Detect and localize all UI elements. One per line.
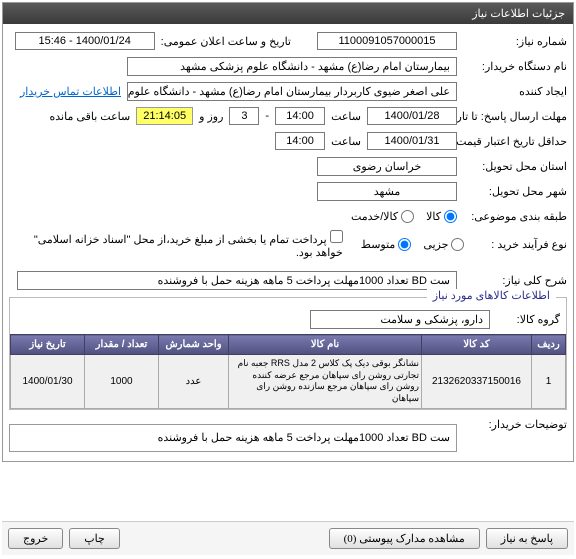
label-creator: ایجاد کننده <box>457 85 567 98</box>
field-price-time: 14:00 <box>275 132 325 150</box>
label-buyer-org: نام دستگاه خریدار: <box>457 60 567 73</box>
label-city: شهر محل تحویل: <box>457 185 567 198</box>
label-state: استان محل تحویل: <box>457 160 567 173</box>
radio-mid[interactable] <box>398 238 411 251</box>
attachments-button[interactable]: مشاهده مدارک پیوستی (0) <box>329 528 480 549</box>
th-row: ردیف <box>532 335 566 355</box>
radio-goods[interactable] <box>444 210 457 223</box>
field-days-left: 3 <box>229 107 259 125</box>
link-buyer-contact[interactable]: اطلاعات تماس خریدار <box>20 85 121 98</box>
row-price-validity: حداقل تاریخ اعتبار قیمت : تا تاریخ: 1400… <box>9 130 567 152</box>
field-creator: علی اصغر ضیوی کاربردار بیمارستان امام رض… <box>127 82 457 101</box>
proc-radio-group: جزیی متوسط <box>361 238 465 251</box>
items-table-wrap: ردیف کد کالا نام کالا واحد شمارش تعداد /… <box>10 334 566 409</box>
radio-small-label[interactable]: جزیی <box>423 238 464 251</box>
radio-mid-label[interactable]: متوسط <box>361 238 412 251</box>
row-proc-type: نوع فرآیند خرید : جزیی متوسط پرداخت تمام… <box>9 230 567 259</box>
field-buyer-org: بیمارستان امام رضا(ع) مشهد - دانشگاه علو… <box>127 57 457 76</box>
row-creator: ایجاد کننده علی اصغر ضیوی کاربردار بیمار… <box>9 80 567 102</box>
panel-body: شماره نیاز: 1100091057000015 تاریخ و ساع… <box>3 24 573 461</box>
row-goods-group: گروه کالا: دارو، پزشکی و سلامت <box>10 308 566 330</box>
cell-row: 1 <box>532 355 566 409</box>
field-need-no: 1100091057000015 <box>317 32 457 50</box>
field-goods-group: دارو، پزشکی و سلامت <box>310 310 490 329</box>
bottom-bar: پاسخ به نیاز مشاهده مدارک پیوستی (0) چاپ… <box>2 521 574 555</box>
label-summary: شرح کلی نیاز: <box>457 274 567 287</box>
label-response-deadline: مهلت ارسال پاسخ: تا تاریخ: <box>457 110 567 123</box>
respond-button[interactable]: پاسخ به نیاز <box>486 528 568 549</box>
cell-qty: 1000 <box>85 355 159 409</box>
items-groupbox: اطلاعات کالاهای مورد نیاز گروه کالا: دار… <box>9 297 567 410</box>
label-remain: ساعت باقی مانده <box>44 110 137 123</box>
row-budget: طبقه بندی موضوعی: کالا کالا/خدمت <box>9 205 567 227</box>
field-pub-datetime: 1400/01/24 - 15:46 <box>15 32 155 50</box>
label-day: روز و <box>193 110 229 123</box>
field-explain: ست BD تعداد 1000مهلت پرداخت 5 ماهه هزینه… <box>9 424 457 452</box>
label-goods-group: گروه کالا: <box>490 313 560 326</box>
countdown: 21:14:05 <box>136 107 193 125</box>
label-sep: - <box>259 110 275 122</box>
pay-note: پرداخت تمام یا بخشی از مبلغ خرید،از محل … <box>34 234 343 259</box>
label-need-no: شماره نیاز: <box>457 35 567 48</box>
row-explain: توضیحات خریدار: ست BD تعداد 1000مهلت پرد… <box>9 418 567 452</box>
th-unit: واحد شمارش <box>159 335 229 355</box>
cell-name: نشانگر بوقی دیک پک کلاس 2 مدل RRS جعبه ن… <box>229 355 422 409</box>
main-panel: جزئیات اطلاعات نیاز شماره نیاز: 11000910… <box>2 2 574 462</box>
field-resp-date: 1400/01/28 <box>367 107 457 125</box>
row-buyer-org: نام دستگاه خریدار: بیمارستان امام رضا(ع)… <box>9 55 567 77</box>
field-resp-time: 14:00 <box>275 107 325 125</box>
panel-title: جزئیات اطلاعات نیاز <box>3 3 573 24</box>
row-state: استان محل تحویل: خراسان رضوی <box>9 155 567 177</box>
print-button[interactable]: چاپ <box>69 528 120 549</box>
cell-unit: عدد <box>159 355 229 409</box>
checkbox-pay[interactable] <box>330 230 343 243</box>
field-summary: ست BD تعداد 1000مهلت پرداخت 5 ماهه هزینه… <box>17 271 457 290</box>
row-need-no: شماره نیاز: 1100091057000015 تاریخ و ساع… <box>9 30 567 52</box>
items-table: ردیف کد کالا نام کالا واحد شمارش تعداد /… <box>10 334 566 409</box>
items-group-title: اطلاعات کالاهای مورد نیاز <box>427 289 556 302</box>
field-city: مشهد <box>317 182 457 201</box>
row-summary: شرح کلی نیاز: ست BD تعداد 1000مهلت پرداخ… <box>9 269 567 291</box>
field-state: خراسان رضوی <box>317 157 457 176</box>
label-pub-datetime: تاریخ و ساعت اعلان عمومی: <box>155 35 297 48</box>
cell-date: 1400/01/30 <box>11 355 85 409</box>
th-qty: تعداد / مقدار <box>85 335 159 355</box>
radio-service[interactable] <box>401 210 414 223</box>
radio-small[interactable] <box>451 238 464 251</box>
label-proc-type: نوع فرآیند خرید : <box>464 238 567 251</box>
row-response-deadline: مهلت ارسال پاسخ: تا تاریخ: 1400/01/28 سا… <box>9 105 567 127</box>
th-code: کد کالا <box>422 335 532 355</box>
table-row: 1 2132620337150016 نشانگر بوقی دیک پک کل… <box>11 355 566 409</box>
label-budget: طبقه بندی موضوعی: <box>457 210 567 223</box>
exit-button[interactable]: خروج <box>8 528 63 549</box>
checkbox-pay-wrap: پرداخت تمام یا بخشی از مبلغ خرید،از محل … <box>9 230 343 259</box>
radio-goods-label[interactable]: کالا <box>426 210 457 223</box>
cell-code: 2132620337150016 <box>422 355 532 409</box>
label-hour-1: ساعت <box>325 110 367 123</box>
label-hour-2: ساعت <box>325 135 367 148</box>
label-price-validity: حداقل تاریخ اعتبار قیمت : تا تاریخ: <box>457 135 567 148</box>
field-price-date: 1400/01/31 <box>367 132 457 150</box>
row-city: شهر محل تحویل: مشهد <box>9 180 567 202</box>
th-name: نام کالا <box>229 335 422 355</box>
label-explain: توضیحات خریدار: <box>457 418 567 431</box>
th-date: تاریخ نیاز <box>11 335 85 355</box>
radio-service-label[interactable]: کالا/خدمت <box>351 210 414 223</box>
budget-radio-group: کالا کالا/خدمت <box>351 210 457 223</box>
